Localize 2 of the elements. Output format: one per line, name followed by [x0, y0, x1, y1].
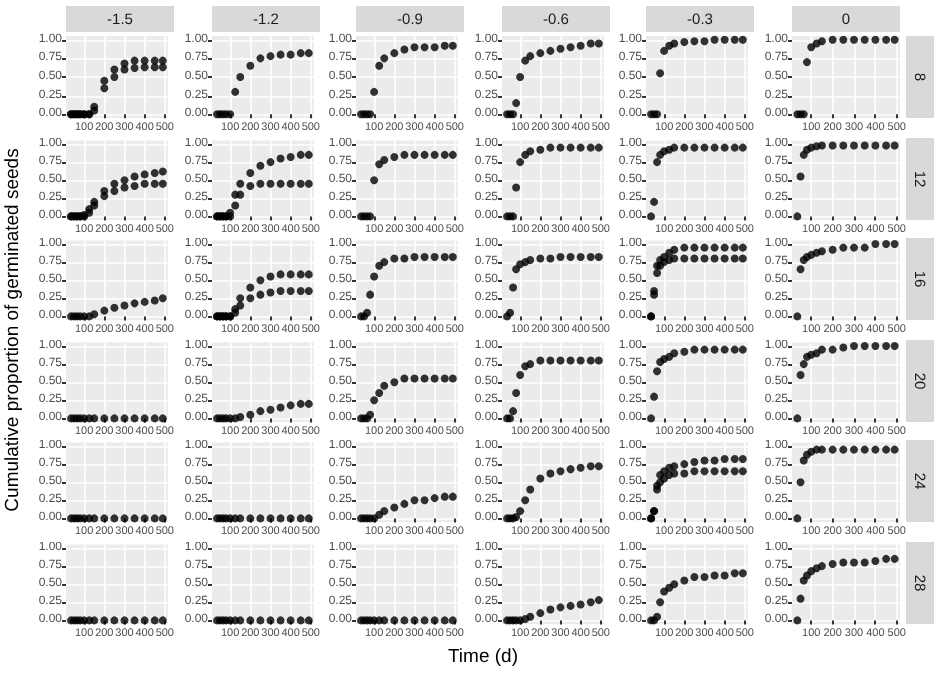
x-axis-title: Time (d)	[445, 643, 520, 671]
y-axis-title: Cumulative proportion of germinated seeds	[2, 145, 26, 516]
